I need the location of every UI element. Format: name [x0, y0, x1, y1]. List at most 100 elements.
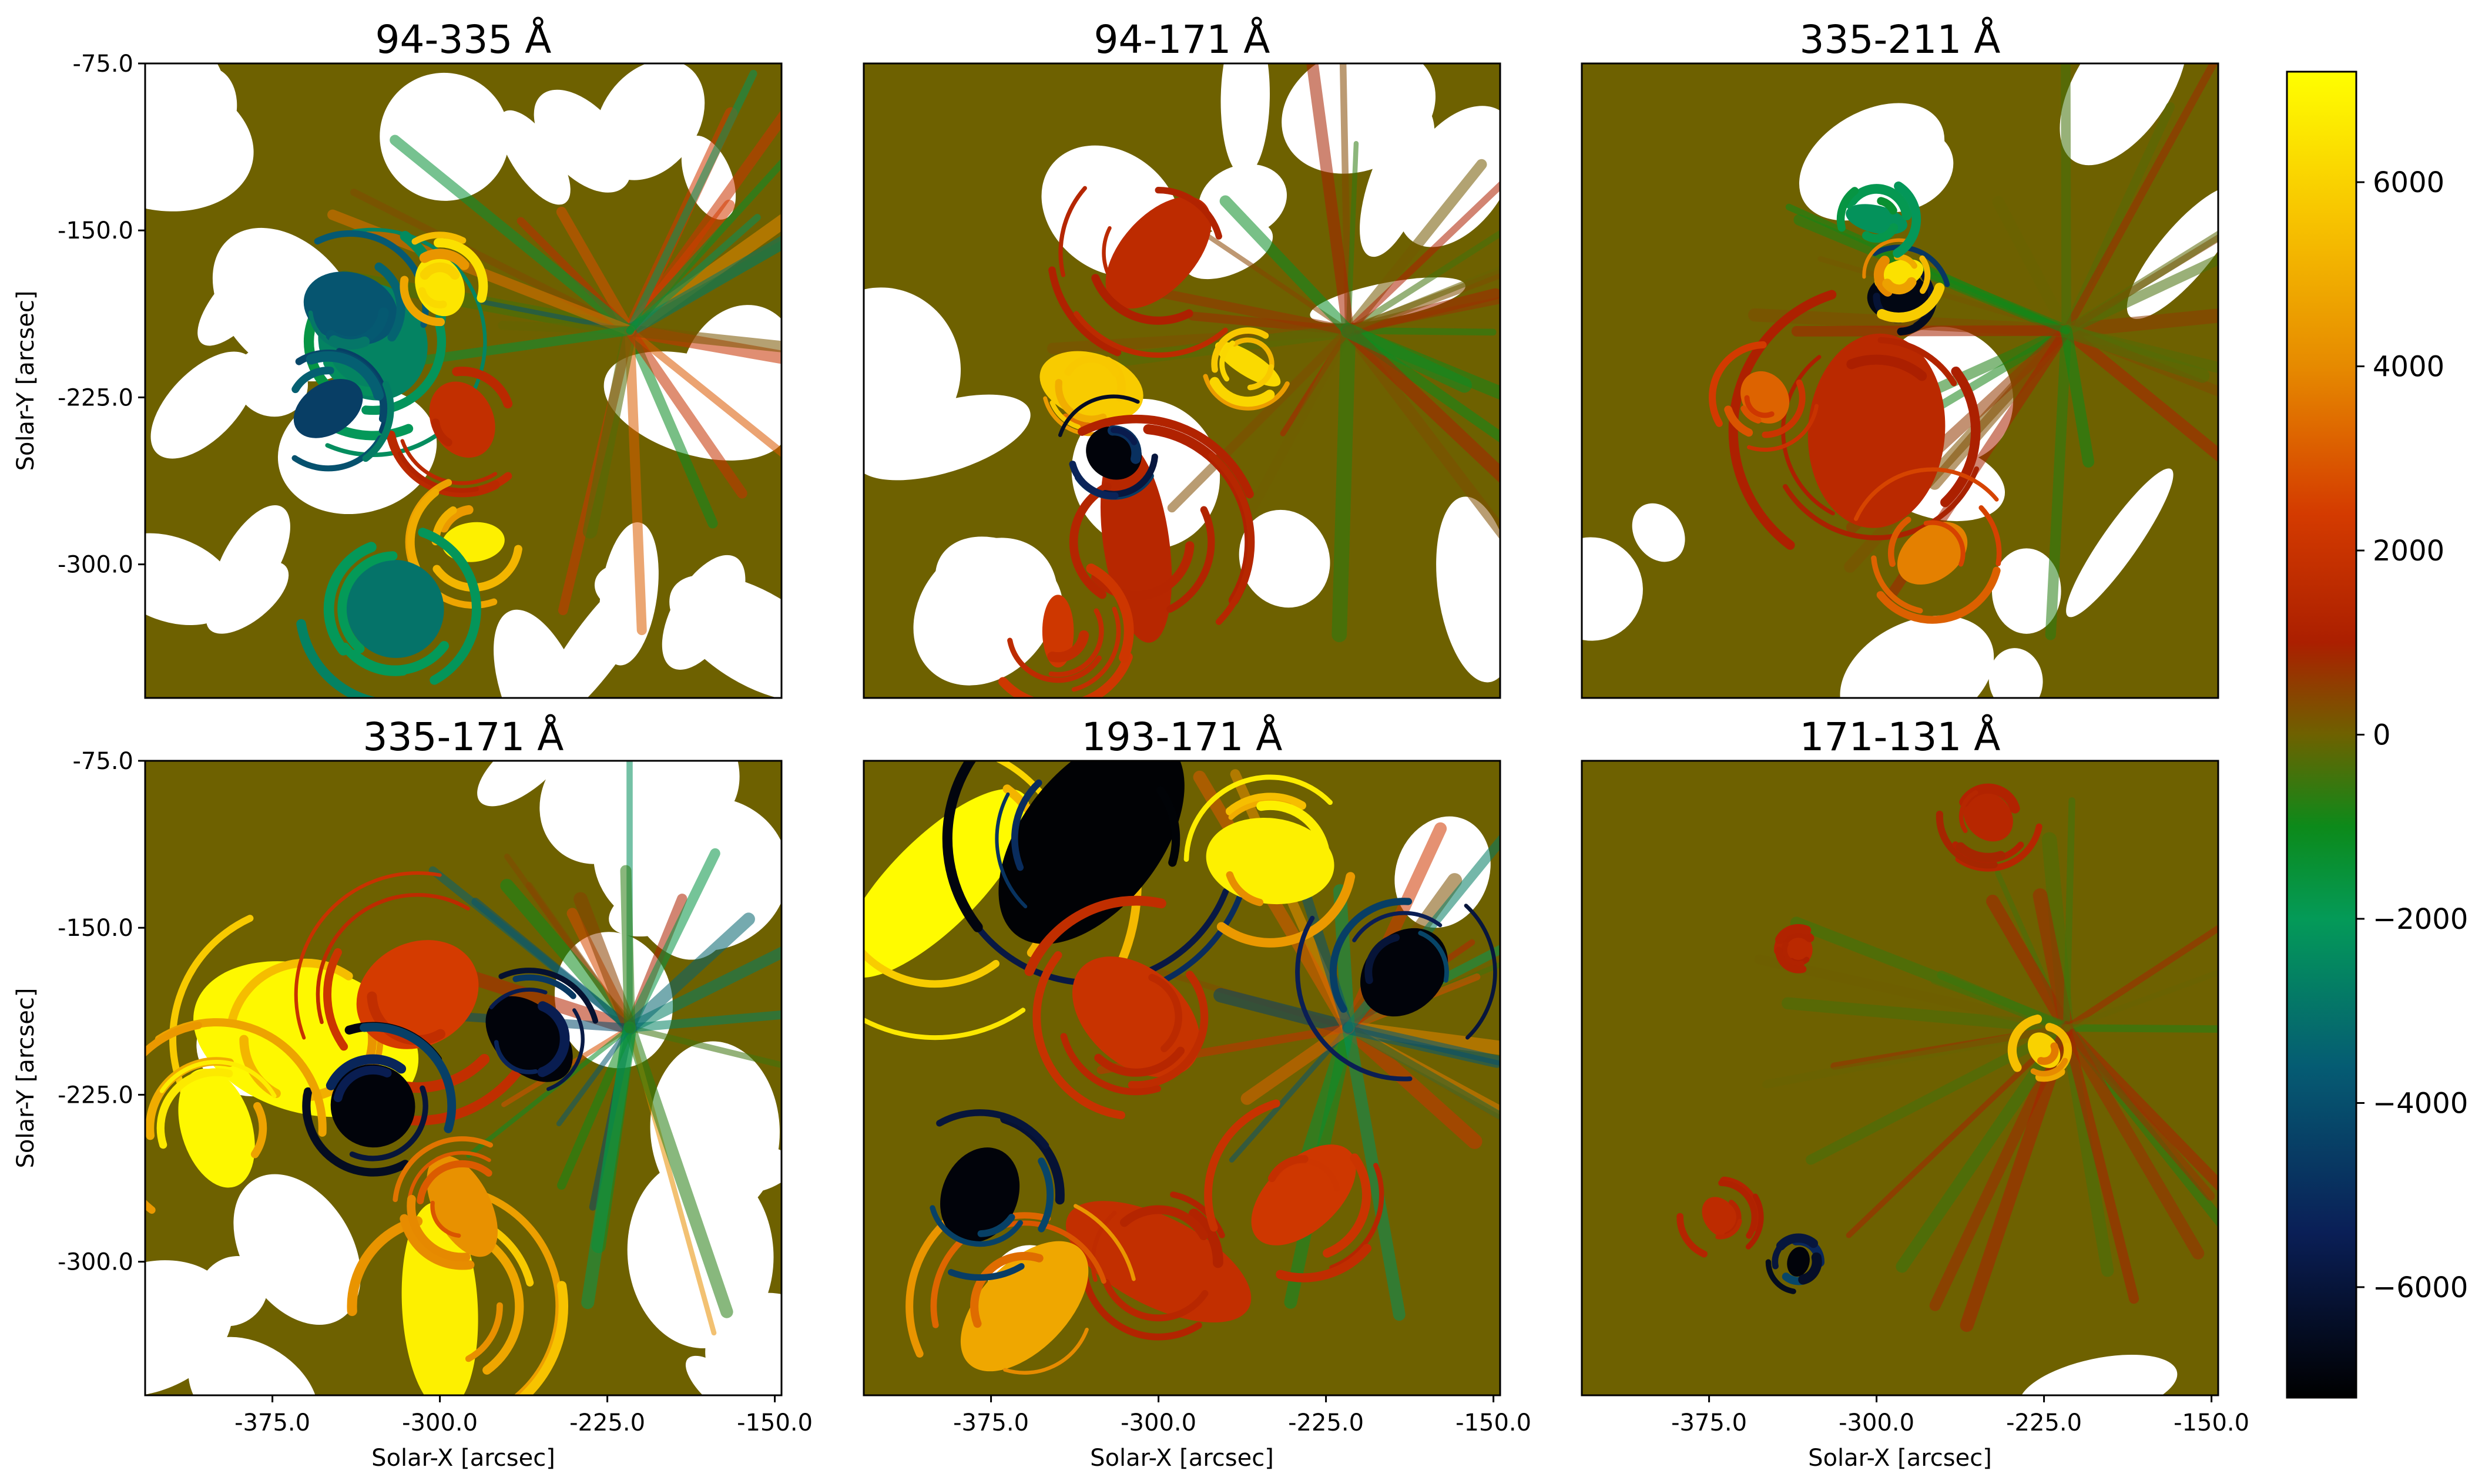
loop-streak: [623, 912, 755, 1035]
panel-frame: [144, 62, 783, 699]
y-tick-label: -300.0: [58, 1249, 133, 1276]
feature-arc: [1877, 337, 1957, 387]
feature-arc: [1978, 505, 2002, 566]
feature-arc: [1058, 394, 1140, 437]
feature-arc: [419, 249, 469, 270]
feature-arc: [1765, 1259, 1796, 1294]
loop-streak: [1345, 266, 1500, 334]
feature-arc: [1102, 226, 1112, 275]
loop-streak: [1344, 1023, 1500, 1122]
feature-arc: [291, 367, 334, 394]
feature-arc: [1958, 790, 1978, 834]
loop-streak: [2032, 888, 2074, 1036]
feature-blob: [998, 761, 1185, 944]
nodata-region: [935, 536, 1063, 646]
feature-arc: [400, 439, 498, 485]
nodata-region: [1840, 615, 1994, 698]
feature-arc: [328, 335, 370, 350]
feature-arc: [1003, 1327, 1089, 1375]
feature-arc: [432, 545, 522, 592]
feature-arc: [1204, 1099, 1280, 1232]
feature-arc: [407, 488, 440, 571]
feature-arc: [418, 528, 481, 685]
loop-streak: [1193, 226, 1351, 333]
loop-streak: [1806, 1023, 2072, 1165]
feature-arc: [145, 1021, 202, 1214]
feature-arc: [1064, 355, 1119, 377]
feature-arc: [328, 422, 414, 441]
nodata-region: [498, 110, 571, 205]
loop-streak: [573, 892, 637, 1035]
x-tick-label: -375.0: [953, 1409, 1029, 1436]
feature-arc: [1183, 774, 1333, 862]
feature-arc: [1232, 337, 1274, 370]
feature-arc: [2035, 1067, 2065, 1082]
x-tick-label: -150.0: [737, 1409, 813, 1436]
loop-streak: [390, 135, 635, 336]
feature-arc: [1798, 1252, 1822, 1285]
nodata-region: [477, 761, 571, 807]
feature-arc: [1888, 516, 1911, 567]
feature-arc: [1919, 255, 1931, 294]
feature-blob: [1215, 341, 1281, 387]
feature-arc: [400, 276, 445, 327]
feature-arc: [1007, 637, 1102, 683]
loop-streak: [556, 1025, 633, 1127]
feature-arc: [1846, 354, 1927, 381]
feature-arc: [864, 948, 1000, 988]
feature-blob: [960, 1241, 1089, 1372]
feature-arc: [1188, 1208, 1223, 1268]
feature-arc: [1882, 277, 1917, 295]
feature-arc: [306, 351, 384, 401]
loop-streak: [623, 946, 782, 1034]
feature-blob: [485, 996, 573, 1082]
feature-arc: [512, 974, 576, 999]
loop-streak: [2061, 63, 2071, 335]
feature-arc: [1846, 186, 1909, 212]
feature-arc: [1216, 872, 1356, 948]
panel-title: 193-171 Å: [1082, 714, 1283, 760]
nodata-region: [1991, 548, 2061, 634]
feature-arc: [1364, 934, 1400, 985]
y-axis-label: Solar-Y [arcsec]: [12, 988, 39, 1169]
feature-arc: [1170, 1191, 1225, 1238]
loop-streak: [1343, 159, 1487, 336]
loop-streak: [1992, 196, 2072, 337]
nodata-region: [864, 394, 1031, 481]
feature-arc: [970, 1251, 1044, 1328]
x-tick-label: -300.0: [402, 1409, 478, 1436]
nodata-region: [212, 505, 290, 615]
x-tick-label: -300.0: [1121, 1409, 1196, 1436]
feature-arc: [294, 871, 442, 1040]
feature-arc: [418, 287, 447, 308]
feature-arc: [1872, 244, 1950, 287]
feature-arc: [1119, 1205, 1208, 1241]
feature-arc: [1295, 915, 1413, 1082]
feature-arc: [1877, 197, 1897, 215]
loop-streak: [2063, 924, 2218, 1032]
feature-arc: [1329, 1163, 1384, 1270]
panel-title: 94-335 Å: [375, 17, 552, 62]
x-axis-label: Solar-X [arcsec]: [371, 1445, 555, 1472]
loop-streak: [2061, 1023, 2139, 1304]
panel-title: 335-211 Å: [1800, 17, 2001, 62]
feature-arc: [452, 367, 513, 409]
feature-arc: [1256, 800, 1331, 881]
feature-arc: [1080, 1264, 1202, 1341]
feature-blob: [1105, 196, 1212, 309]
feature-arc: [930, 1205, 1023, 1247]
feature-arc: [420, 262, 460, 280]
feature-arc: [349, 1085, 428, 1161]
nodata-region: [150, 351, 256, 459]
colorbar-tick-label: −4000: [2373, 1087, 2468, 1120]
panel-image: [145, 761, 782, 1395]
feature-arc: [1709, 341, 1767, 427]
loop-streak: [1344, 180, 1500, 334]
loop-streak: [466, 1025, 632, 1159]
feature-arc: [1071, 606, 1121, 692]
loop-streak: [626, 69, 757, 335]
feature-arc: [323, 948, 348, 1051]
feature-arc: [948, 1263, 1025, 1281]
